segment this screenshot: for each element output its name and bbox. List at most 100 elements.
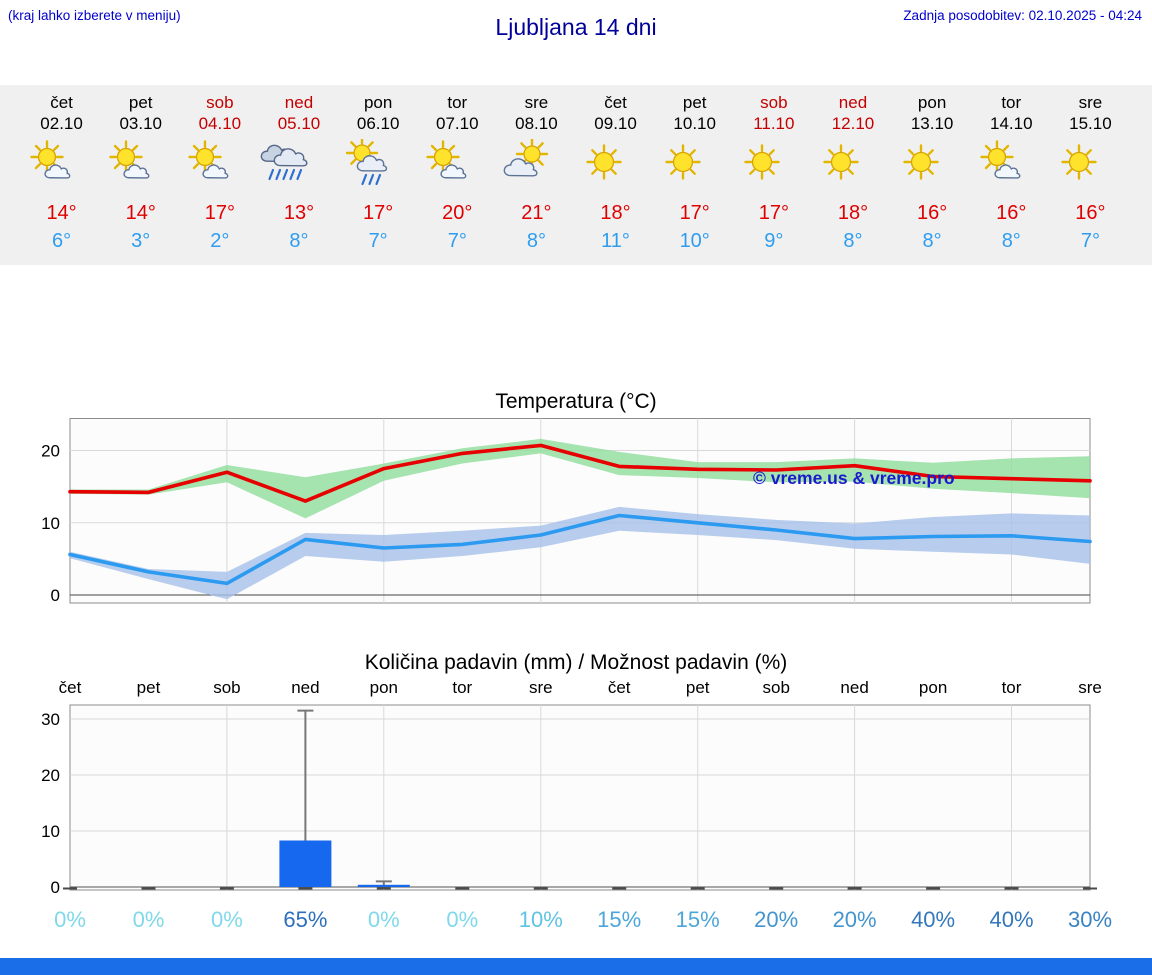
- precip-probability: 40%: [911, 907, 955, 932]
- day-name: pet: [128, 93, 153, 112]
- forecast-day-06.10[interactable]: pon 06.10 17° 7°: [339, 85, 418, 265]
- precip-chart-title: Količina padavin (mm) / Možnost padavin …: [364, 651, 788, 674]
- forecast-day-15.10[interactable]: sre 15.10 16° 7°: [1051, 85, 1130, 265]
- sun-icon: [665, 144, 701, 180]
- day-label: pet: [137, 679, 161, 697]
- max-temp-line: [68, 443, 1092, 503]
- day-date: 15.10: [1069, 114, 1112, 133]
- day-name: čet: [604, 93, 627, 112]
- page-header: (kraj lahko izberete v meniju) Ljubljana…: [0, 0, 1152, 85]
- day-name: sob: [760, 93, 788, 112]
- forecast-day-09.10[interactable]: čet 09.10 18° 11°: [576, 85, 655, 265]
- sun-icon: [823, 144, 860, 180]
- temperature-chart: 0 10 20 © vreme.us & vreme.pro: [41, 418, 1092, 605]
- forecast-day-05.10[interactable]: ned 05.10 13° 8°: [259, 85, 338, 265]
- min-temperature: 11°: [601, 230, 630, 252]
- weather-icon-slot: [576, 139, 655, 195]
- bottom-bar: [0, 958, 1152, 975]
- menu-hint: (kraj lahko izberete v meniju): [8, 8, 181, 23]
- day-label: tor: [1002, 679, 1022, 697]
- weather-icon-slot: [972, 139, 1051, 195]
- day-name: čet: [50, 93, 73, 112]
- forecast-day-11.10[interactable]: sob 11.10 17° 9°: [734, 85, 813, 265]
- forecast-day-10.10[interactable]: pet 10.10 17° 10°: [655, 85, 734, 265]
- precip-probability: 10%: [519, 907, 563, 932]
- max-temperature: 16°: [916, 202, 948, 224]
- sun-small-cloud-icon: [979, 140, 1021, 179]
- y-tick-label: 10: [41, 514, 60, 533]
- precip-probability: 30%: [1068, 907, 1112, 932]
- forecast-day-07.10[interactable]: tor 07.10 20° 7°: [418, 85, 497, 265]
- day-name: tor: [447, 93, 468, 112]
- weather-icon-slot: [259, 139, 338, 195]
- min-temp-band: [70, 506, 1090, 600]
- min-temperature: 8°: [1001, 230, 1021, 252]
- weather-icon-slot: [813, 139, 892, 195]
- day-label: sre: [529, 679, 553, 697]
- day-label: sob: [213, 679, 240, 697]
- forecast-day-12.10[interactable]: ned 12.10 18° 8°: [813, 85, 892, 265]
- precip-probability: 15%: [597, 907, 641, 932]
- day-label: čet: [59, 679, 82, 697]
- cloud-sun-icon: [503, 139, 549, 177]
- sun-icon: [586, 144, 622, 180]
- day-date: 08.10: [515, 114, 558, 133]
- day-label: ned: [291, 679, 319, 697]
- day-date: 06.10: [356, 114, 400, 133]
- max-temperature: 14°: [46, 202, 77, 224]
- sun-icon: [1061, 144, 1097, 180]
- max-temp-band: [70, 438, 1090, 519]
- day-name: ned: [284, 93, 314, 112]
- day-date: 04.10: [198, 114, 242, 133]
- min-temperature: 7°: [368, 230, 388, 252]
- plot-frame: [69, 704, 1091, 891]
- forecast-strip: čet 02.10 14° 6° pet 03.10 14° 3° sob 04.10 17° 2° n…: [0, 85, 1152, 265]
- forecast-day-14.10[interactable]: tor 14.10 16° 8°: [972, 85, 1051, 265]
- day-date: 14.10: [989, 114, 1033, 133]
- day-label: pon: [919, 679, 947, 697]
- weather-icon-slot: [22, 139, 101, 195]
- day-date: 11.10: [753, 114, 795, 133]
- sun-small-cloud-icon: [188, 140, 229, 179]
- min-temperature: 8°: [922, 230, 942, 252]
- precip-bar: [279, 840, 332, 887]
- day-date: 07.10: [436, 114, 479, 133]
- min-temperature: 3°: [131, 230, 151, 252]
- weather-icon-slot: [655, 139, 734, 195]
- forecast-day-03.10[interactable]: pet 03.10 14° 3°: [101, 85, 180, 265]
- day-label: pon: [370, 679, 398, 697]
- precip-probability: 0%: [133, 907, 165, 932]
- min-temperature: 7°: [1080, 230, 1100, 252]
- max-temperature: 20°: [442, 202, 473, 224]
- temperature-chart-title: Temperatura (°C): [495, 390, 657, 413]
- weather-icon-slot: [1051, 139, 1130, 195]
- rain-heavy-icon: [261, 144, 308, 181]
- max-temperature: 21°: [521, 202, 552, 224]
- max-temperature: 17°: [363, 202, 394, 224]
- max-temperature: 16°: [996, 202, 1027, 224]
- min-temperature: 10°: [679, 230, 710, 252]
- sun-rain-icon: [345, 139, 387, 186]
- weather-icon-slot: [101, 139, 180, 195]
- forecast-day-02.10[interactable]: čet 02.10 14° 6°: [22, 85, 101, 265]
- y-tick-label: 20: [41, 766, 60, 785]
- min-temp-line: [68, 513, 1092, 586]
- precip-probability: 20%: [833, 907, 877, 932]
- y-tick-label: 30: [41, 710, 60, 729]
- day-name: sob: [206, 93, 234, 112]
- forecast-day-04.10[interactable]: sob 04.10 17° 2°: [180, 85, 259, 265]
- day-label: tor: [452, 679, 472, 697]
- watermark-link[interactable]: © vreme.us & vreme.pro: [753, 468, 955, 488]
- day-name: pon: [917, 93, 947, 112]
- max-temperature: 13°: [283, 202, 315, 224]
- weather-icon-slot: [497, 139, 576, 195]
- min-temperature: 8°: [843, 230, 863, 252]
- weather-icon-slot: [339, 139, 418, 195]
- sun-icon: [744, 144, 780, 180]
- forecast-day-13.10[interactable]: pon 13.10 16° 8°: [893, 85, 972, 265]
- day-name: sre: [1078, 93, 1103, 112]
- precipitation-chart: čet pet sob ned pon tor sre čet pet sob ned pon tor s…: [41, 679, 1112, 932]
- y-tick-label: 20: [41, 442, 60, 461]
- forecast-day-08.10[interactable]: sre 08.10 21° 8°: [497, 85, 576, 265]
- precip-probability: 15%: [676, 907, 720, 932]
